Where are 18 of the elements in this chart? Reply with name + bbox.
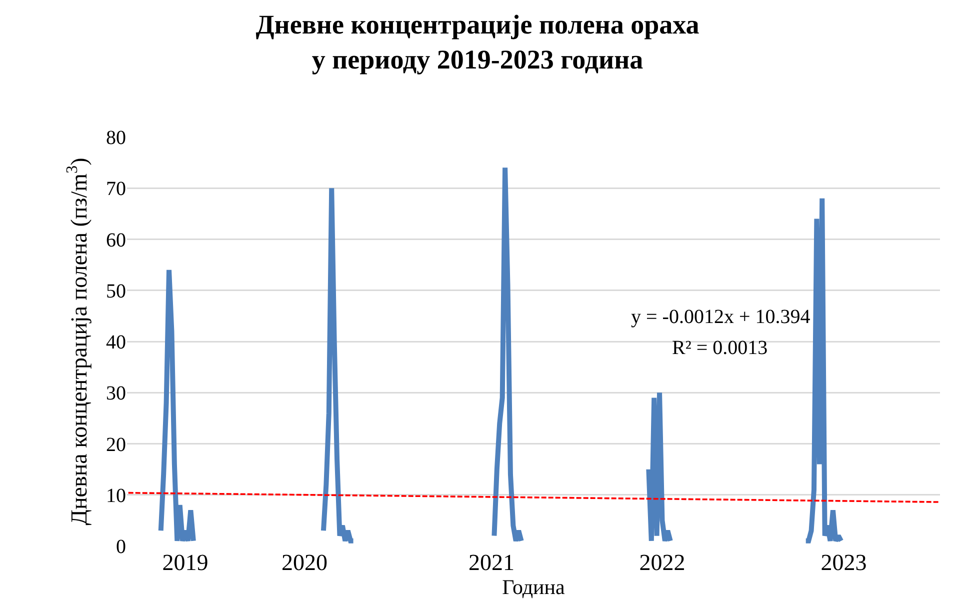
annotation: R² = 0.0013 bbox=[672, 337, 768, 359]
y-tick-label: 0 bbox=[116, 536, 126, 558]
chart-title: Дневне концентрације полена ораха у периоду 2019-2023 година bbox=[256, 10, 700, 75]
x-tick-label: 2023 bbox=[820, 550, 867, 575]
y-tick-label: 70 bbox=[106, 178, 126, 200]
x-tick-label: 2019 bbox=[162, 550, 208, 575]
y-tick-label: 10 bbox=[106, 484, 126, 507]
y-tick-label: 40 bbox=[106, 332, 126, 354]
y-tick-label: 80 bbox=[106, 127, 126, 149]
y-tick-label: 50 bbox=[106, 280, 126, 302]
y-tick-label: 20 bbox=[106, 434, 126, 456]
y-tick-label: 30 bbox=[106, 382, 126, 405]
x-axis-title: Година bbox=[502, 575, 566, 599]
x-tick-label: 2020 bbox=[282, 550, 328, 575]
annotation: y = -0.0012x + 10.394 bbox=[631, 306, 810, 328]
x-tick-label: 2021 bbox=[468, 550, 514, 575]
y-tick-label: 60 bbox=[106, 229, 126, 252]
x-tick-label: 2022 bbox=[639, 550, 686, 575]
